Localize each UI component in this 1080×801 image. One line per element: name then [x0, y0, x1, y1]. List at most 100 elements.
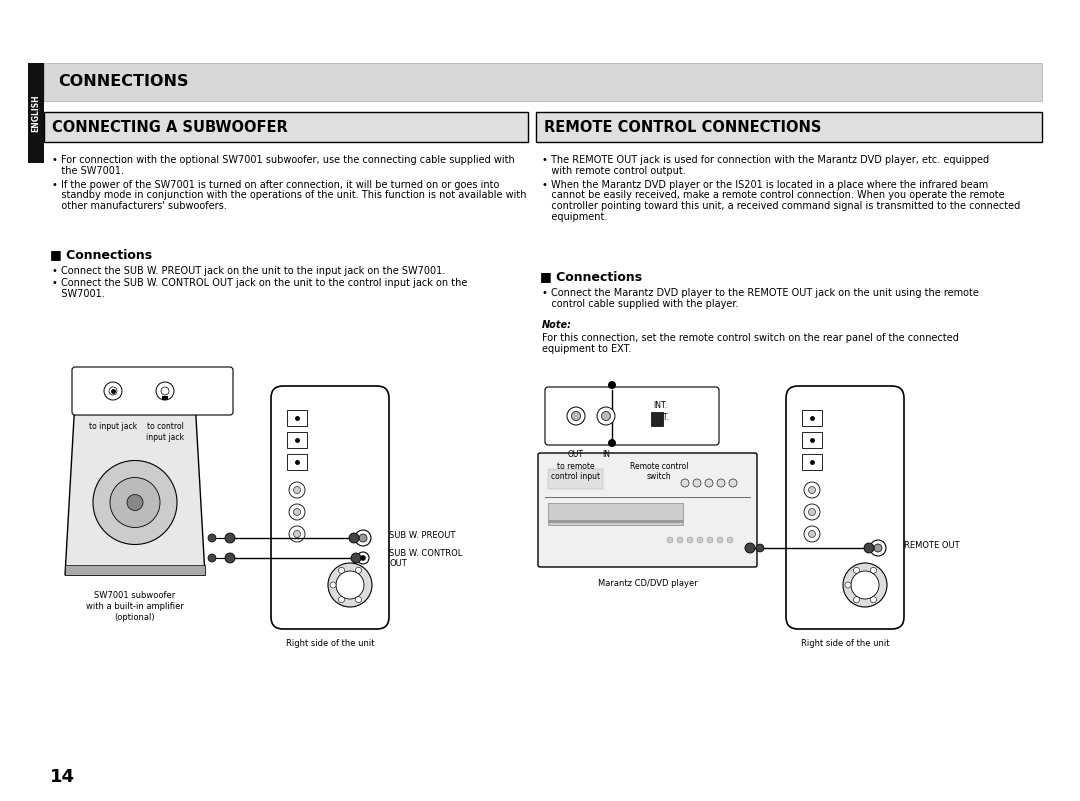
- Circle shape: [745, 543, 755, 553]
- Circle shape: [336, 571, 364, 599]
- Circle shape: [693, 479, 701, 487]
- Circle shape: [602, 412, 610, 421]
- Text: ■ Connections: ■ Connections: [540, 270, 643, 283]
- Text: REMOTE OUT: REMOTE OUT: [904, 541, 960, 550]
- Bar: [802, 432, 822, 448]
- Text: ■ Connections: ■ Connections: [50, 248, 152, 261]
- Circle shape: [289, 482, 305, 498]
- Text: Right side of the unit: Right side of the unit: [286, 639, 375, 648]
- FancyBboxPatch shape: [538, 453, 757, 567]
- Text: to input jack: to input jack: [89, 422, 137, 431]
- Circle shape: [225, 533, 235, 543]
- Text: Right side of the unit: Right side of the unit: [800, 639, 889, 648]
- Bar: [548, 520, 683, 523]
- Circle shape: [874, 544, 882, 552]
- Text: EXT.: EXT.: [653, 413, 669, 422]
- Circle shape: [870, 597, 877, 602]
- Circle shape: [161, 387, 168, 395]
- Circle shape: [208, 534, 216, 542]
- Circle shape: [870, 567, 877, 574]
- Text: CONNECTING A SUBWOOFER: CONNECTING A SUBWOOFER: [52, 119, 287, 135]
- Bar: [536, 112, 1042, 142]
- Circle shape: [608, 381, 616, 389]
- Text: • Connect the Marantz DVD player to the REMOTE OUT jack on the unit using the re: • Connect the Marantz DVD player to the …: [542, 288, 978, 298]
- Circle shape: [351, 553, 361, 563]
- Text: equipment to EXT.: equipment to EXT.: [542, 344, 632, 354]
- Circle shape: [804, 526, 820, 542]
- Circle shape: [355, 567, 362, 574]
- Circle shape: [681, 479, 689, 487]
- Bar: [287, 432, 307, 448]
- Circle shape: [809, 509, 815, 516]
- Circle shape: [338, 567, 345, 574]
- Circle shape: [349, 533, 359, 543]
- Bar: [287, 454, 307, 470]
- Text: SW7001.: SW7001.: [52, 289, 105, 299]
- Text: • The REMOTE OUT jack is used for connection with the Marantz DVD player, etc. e: • The REMOTE OUT jack is used for connec…: [542, 155, 989, 165]
- Circle shape: [355, 530, 372, 546]
- Bar: [65, 565, 205, 575]
- Circle shape: [804, 504, 820, 520]
- Text: cannot be easily received, make a remote control connection. When you operate th: cannot be easily received, make a remote…: [542, 191, 1004, 200]
- Text: the SW7001.: the SW7001.: [52, 166, 124, 175]
- Circle shape: [870, 540, 886, 556]
- Text: other manufacturers' subwoofers.: other manufacturers' subwoofers.: [52, 201, 227, 211]
- Text: Remote control: Remote control: [630, 462, 688, 471]
- Bar: [44, 63, 1042, 101]
- Text: control input: control input: [552, 472, 600, 481]
- Bar: [162, 396, 168, 400]
- Bar: [548, 469, 603, 489]
- Text: • If the power of the SW7001 is turned on after connection, it will be turned on: • If the power of the SW7001 is turned o…: [52, 180, 499, 190]
- Circle shape: [727, 537, 733, 543]
- Circle shape: [110, 389, 116, 395]
- Text: control cable supplied with the player.: control cable supplied with the player.: [542, 299, 739, 309]
- Text: • For connection with the optional SW7001 subwoofer, use the connecting cable su: • For connection with the optional SW700…: [52, 155, 515, 165]
- Bar: [28, 63, 44, 163]
- Circle shape: [127, 494, 143, 510]
- Text: SUB W. CONTROL: SUB W. CONTROL: [389, 549, 462, 558]
- Text: OUT: OUT: [568, 450, 584, 459]
- Bar: [802, 410, 822, 426]
- Bar: [651, 412, 663, 426]
- Text: equipment.: equipment.: [542, 211, 607, 222]
- Circle shape: [717, 479, 725, 487]
- Circle shape: [93, 461, 177, 545]
- Circle shape: [804, 482, 820, 498]
- Circle shape: [162, 389, 168, 395]
- Text: to control: to control: [147, 422, 184, 431]
- Circle shape: [104, 382, 122, 400]
- Circle shape: [809, 486, 815, 493]
- Text: SUB W. PREOUT: SUB W. PREOUT: [389, 532, 456, 541]
- Text: • Connect the SUB W. CONTROL OUT jack on the unit to the control input jack on t: • Connect the SUB W. CONTROL OUT jack on…: [52, 278, 468, 288]
- FancyBboxPatch shape: [786, 386, 904, 629]
- Circle shape: [667, 537, 673, 543]
- Text: with remote control output.: with remote control output.: [542, 166, 686, 175]
- Circle shape: [289, 526, 305, 542]
- Circle shape: [597, 407, 615, 425]
- FancyBboxPatch shape: [271, 386, 389, 629]
- Circle shape: [225, 553, 235, 563]
- Circle shape: [357, 552, 369, 564]
- FancyBboxPatch shape: [72, 367, 233, 415]
- Text: switch: switch: [647, 472, 672, 481]
- Text: CONNECTIONS: CONNECTIONS: [58, 74, 189, 90]
- Circle shape: [851, 571, 879, 599]
- Circle shape: [294, 486, 300, 493]
- Circle shape: [729, 479, 737, 487]
- Bar: [44, 112, 528, 142]
- Circle shape: [853, 567, 860, 574]
- Bar: [548, 503, 683, 525]
- Circle shape: [809, 530, 815, 537]
- Circle shape: [843, 563, 887, 607]
- Circle shape: [705, 479, 713, 487]
- Circle shape: [608, 439, 616, 447]
- Text: with a built-in amplifier: with a built-in amplifier: [86, 602, 184, 611]
- Circle shape: [110, 477, 160, 528]
- Circle shape: [294, 509, 300, 516]
- Text: • When the Marantz DVD player or the IS201 is located in a place where the infra: • When the Marantz DVD player or the IS2…: [542, 180, 988, 190]
- Circle shape: [853, 597, 860, 602]
- Circle shape: [289, 504, 305, 520]
- Circle shape: [707, 537, 713, 543]
- Text: standby mode in conjunction with the operations of the unit. This function is no: standby mode in conjunction with the ope…: [52, 191, 527, 200]
- Text: • Connect the SUB W. PREOUT jack on the unit to the input jack on the SW7001.: • Connect the SUB W. PREOUT jack on the …: [52, 266, 445, 276]
